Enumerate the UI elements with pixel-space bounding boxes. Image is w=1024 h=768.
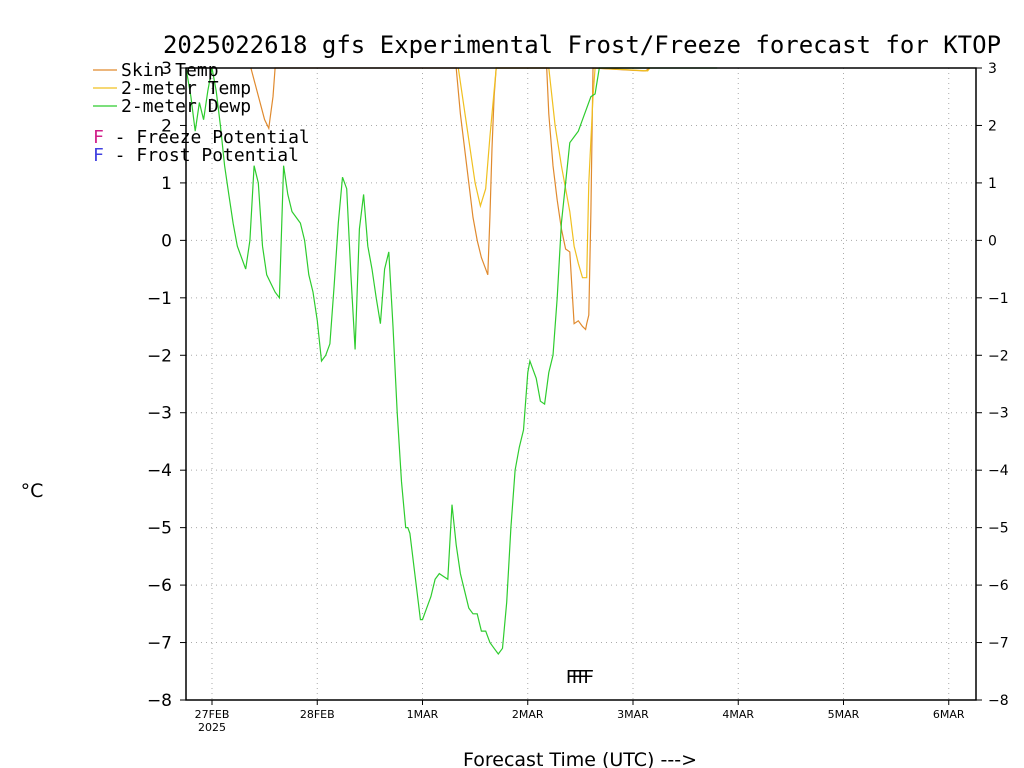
y-tick-label: −2 [147,346,172,366]
legend-label: 2-meter Temp [121,78,251,99]
y-tick-label: −1 [147,289,172,309]
annotation-letter: F [93,145,104,166]
annotation-letter: F [93,127,104,148]
x-tick-label: 3MAR [617,708,649,721]
freeze-potential-marker: FFFF [566,667,599,688]
y-tick-label: −6 [147,576,172,596]
x-tick-label: 2MAR [512,708,544,721]
chart-title: 2025022618 gfs Experimental Frost/Freeze… [163,31,1001,59]
y-tick-label-right: −5 [988,521,1009,537]
y-tick-label-right: −7 [988,636,1009,652]
x-tick-label: 1MAR [407,708,439,721]
y-tick-label: −5 [147,519,172,539]
series-line-skin-temp [250,67,651,331]
x-tick-label: 28FEB [300,708,335,721]
y-tick-label-right: −2 [988,348,1009,364]
y-tick-label: −4 [147,461,172,481]
x-tick-label: 6MAR [933,708,965,721]
y-tick-label-right: 1 [988,176,997,192]
annotation-label: - Frost Potential [104,145,299,166]
y-tick-label-right: 3 [988,61,997,77]
y-tick-label-right: −3 [988,406,1009,422]
y-tick-label-right: −8 [988,693,1009,709]
x-tick-sublabel: 2025 [198,721,226,734]
x-axis-label: Forecast Time (UTC) ---> [463,749,697,768]
y-tick-label: −8 [147,691,172,711]
freeze-marker-label: FFFF [566,667,594,688]
series-line-2-meter-temp [457,67,651,279]
y-tick-label: 2 [161,116,172,136]
legend-label: Skin Temp [121,60,219,81]
y-tick-label: 1 [161,174,172,194]
annotation-text: F - Frost Potential [93,145,299,166]
y-axis-right: −8 −7 −6 −5 −4 −3 −2 −1 0 1 2 3 [976,61,1009,709]
y-tick-label-right: 0 [988,233,997,249]
y-tick-label-right: −1 [988,291,1009,307]
x-tick-label: 27FEB [195,708,230,721]
plot-frame [185,67,977,701]
legend-label: 2-meter Dewp [121,96,251,117]
y-tick-label: −3 [147,404,172,424]
y-tick-label: −7 [147,634,172,654]
y-tick-label-right: −6 [988,578,1009,594]
y-tick-label-right: −4 [988,463,1009,479]
annotation-text: F - Freeze Potential [93,127,310,148]
y-axis-label: °C [21,480,44,502]
y-axis-left: −8 −7 −6 −5 −4 −3 −2 −1 0 1 2 3 [147,59,186,711]
annotation-label: - Freeze Potential [104,127,310,148]
grid-lines [186,68,976,700]
y-tick-label: 0 [161,231,172,251]
y-tick-label: 3 [161,59,172,79]
x-tick-label: 5MAR [828,708,860,721]
x-tick-label: 4MAR [722,708,754,721]
y-tick-label-right: 2 [988,118,997,134]
